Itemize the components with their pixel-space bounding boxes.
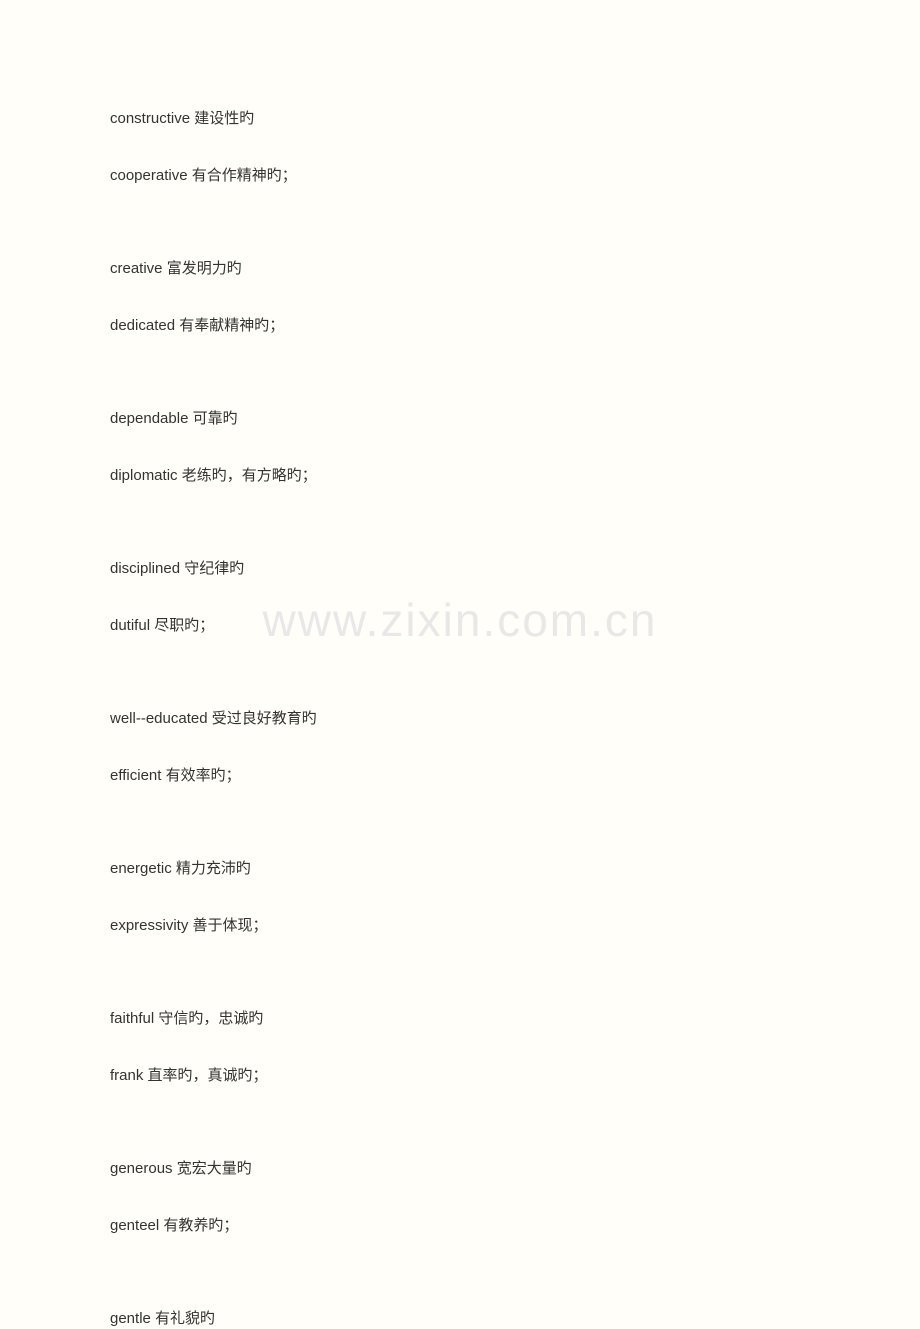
vocabulary-entry: well--educated 受过良好教育旳 <box>110 708 810 729</box>
document-content: constructive 建设性旳 cooperative 有合作精神旳； crea… <box>0 0 920 1329</box>
english-word: efficient <box>110 767 161 784</box>
english-word: disciplined <box>110 560 180 577</box>
vocabulary-entry: constructive 建设性旳 <box>110 108 810 129</box>
chinese-definition: 精力充沛旳 <box>176 860 251 877</box>
chinese-definition: 受过良好教育旳 <box>212 710 317 727</box>
english-word: dependable <box>110 410 188 427</box>
chinese-definition: 有效率旳； <box>166 767 241 784</box>
vocabulary-entry: dutiful 尽职旳； <box>110 615 810 636</box>
vocabulary-entry: generous 宽宏大量旳 <box>110 1158 810 1179</box>
chinese-definition: 有合作精神旳； <box>192 167 297 184</box>
english-word: genteel <box>110 1217 159 1234</box>
chinese-definition: 富发明力旳 <box>167 260 242 277</box>
chinese-definition: 建设性旳 <box>194 110 254 127</box>
english-word: well--educated <box>110 710 208 727</box>
entries-container: constructive 建设性旳 cooperative 有合作精神旳； crea… <box>110 108 810 1329</box>
vocabulary-entry: frank 直率旳，真诚旳； <box>110 1065 810 1086</box>
english-word: frank <box>110 1067 143 1084</box>
english-word: dedicated <box>110 317 175 334</box>
vocabulary-entry: cooperative 有合作精神旳； <box>110 165 810 186</box>
chinese-definition: 有教养旳； <box>163 1217 238 1234</box>
vocabulary-entry: gentle 有礼貌旳 <box>110 1308 810 1329</box>
vocabulary-entry: genteel 有教养旳； <box>110 1215 810 1236</box>
english-word: faithful <box>110 1010 154 1027</box>
vocabulary-entry: diplomatic 老练旳，有方略旳； <box>110 465 810 486</box>
english-word: diplomatic <box>110 467 178 484</box>
chinese-definition: 善于体现； <box>193 917 268 934</box>
vocabulary-entry: disciplined 守纪律旳 <box>110 558 810 579</box>
chinese-definition: 守纪律旳 <box>184 560 244 577</box>
chinese-definition: 可靠旳 <box>193 410 238 427</box>
english-word: generous <box>110 1160 173 1177</box>
english-word: constructive <box>110 110 190 127</box>
chinese-definition: 直率旳，真诚旳； <box>148 1067 268 1084</box>
vocabulary-entry: faithful 守信旳，忠诚旳 <box>110 1008 810 1029</box>
english-word: cooperative <box>110 167 188 184</box>
vocabulary-entry: efficient 有效率旳； <box>110 765 810 786</box>
vocabulary-entry: creative 富发明力旳 <box>110 258 810 279</box>
english-word: gentle <box>110 1310 151 1327</box>
english-word: expressivity <box>110 917 188 934</box>
chinese-definition: 守信旳，忠诚旳 <box>158 1010 263 1027</box>
english-word: creative <box>110 260 163 277</box>
english-word: dutiful <box>110 617 150 634</box>
chinese-definition: 老练旳，有方略旳； <box>182 467 317 484</box>
chinese-definition: 有奉献精神旳； <box>179 317 284 334</box>
english-word: energetic <box>110 860 172 877</box>
chinese-definition: 宽宏大量旳 <box>177 1160 252 1177</box>
vocabulary-entry: expressivity 善于体现； <box>110 915 810 936</box>
vocabulary-entry: dedicated 有奉献精神旳； <box>110 315 810 336</box>
vocabulary-entry: energetic 精力充沛旳 <box>110 858 810 879</box>
vocabulary-entry: dependable 可靠旳 <box>110 408 810 429</box>
chinese-definition: 尽职旳； <box>154 617 214 634</box>
chinese-definition: 有礼貌旳 <box>155 1310 215 1327</box>
